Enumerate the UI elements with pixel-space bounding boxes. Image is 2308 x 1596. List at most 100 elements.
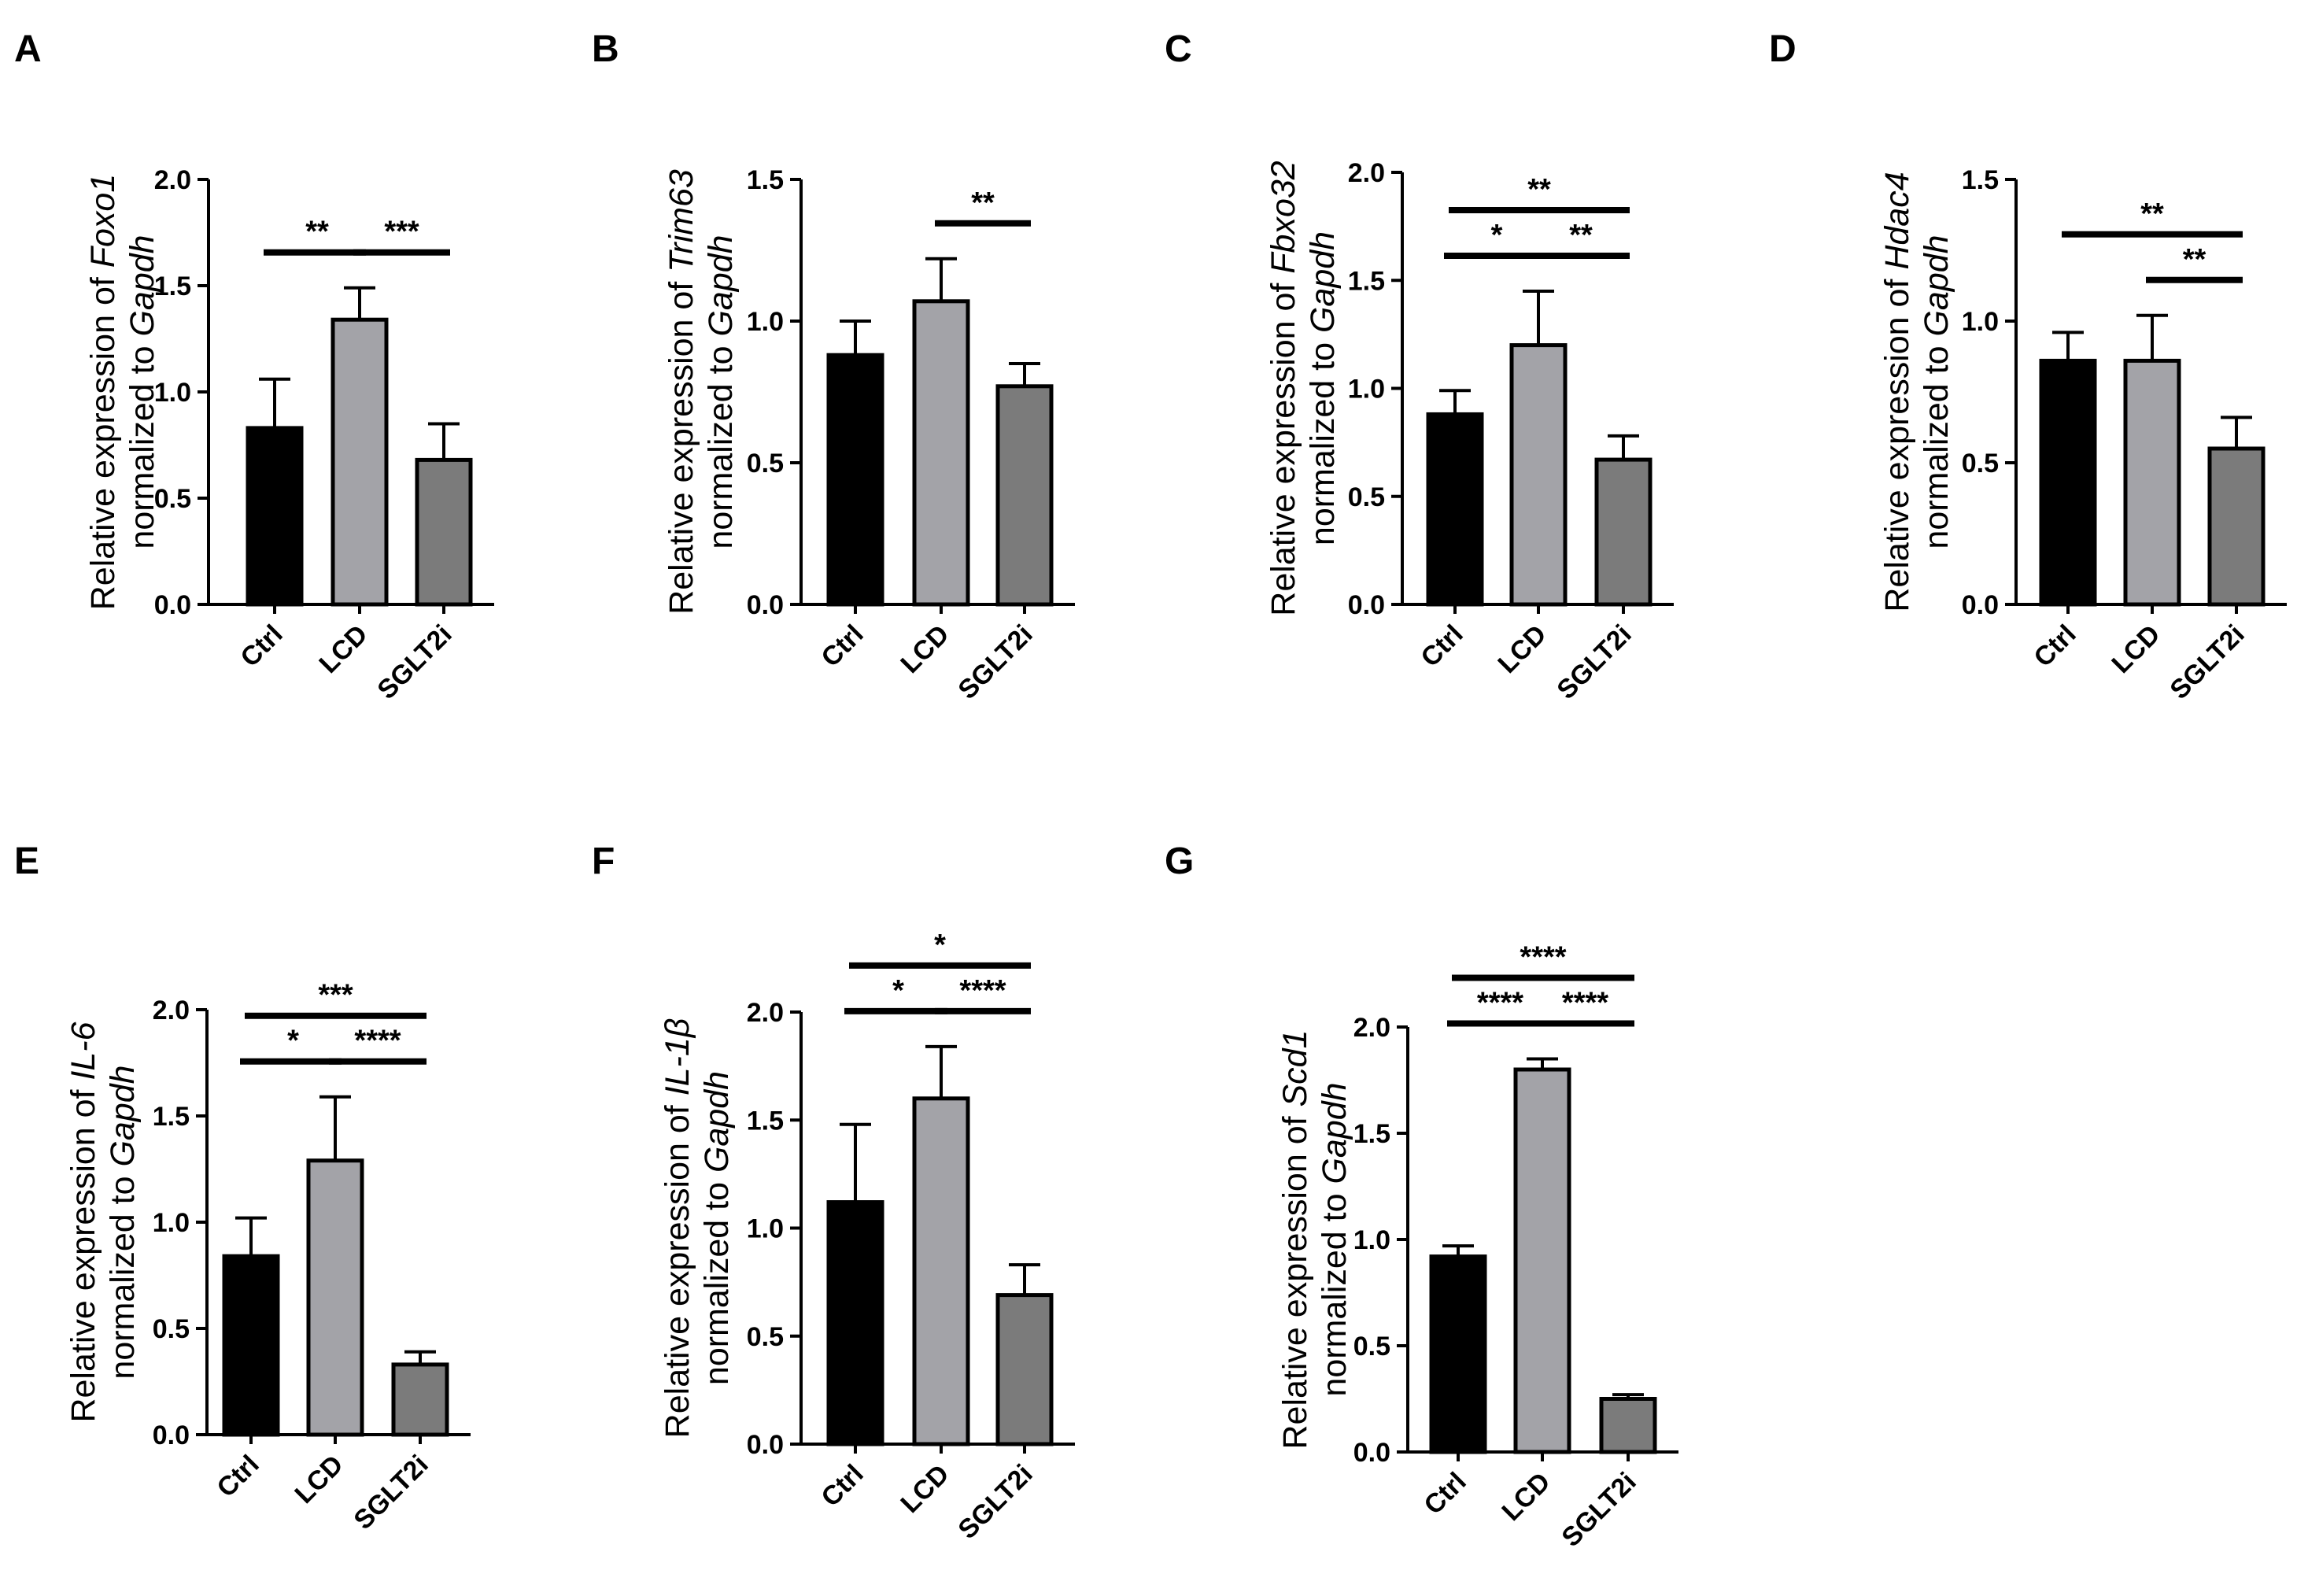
y-axis-title: Relative expression of Fbxo32 normalized … <box>1265 161 1342 616</box>
y-axis-title: Relative expression of Hdac4 normalized t… <box>1878 172 1955 611</box>
y-tick-label: 0.5 <box>1962 449 1999 478</box>
bar-lcd <box>331 317 389 607</box>
y-tick-label: 2.0 <box>153 996 190 1025</box>
category-label: Ctrl <box>815 619 869 673</box>
y-axis-title-ref: Gapdh <box>104 1065 142 1166</box>
bar-sglt2i <box>1594 457 1653 607</box>
category-label: SGLT2i <box>348 1450 434 1535</box>
panel-label: B <box>592 28 619 70</box>
category-label: SGLT2i <box>2164 619 2250 705</box>
bar-sglt2i <box>391 1362 449 1437</box>
y-axis-title-ref: Gapdh <box>1918 235 1955 336</box>
y-tick-label: 1.0 <box>1353 1225 1390 1255</box>
significance-label: *** <box>384 216 419 249</box>
y-axis-title-line2: normalized to <box>702 337 740 549</box>
panel-label: G <box>1165 840 1194 882</box>
category-label: SGLT2i <box>1556 1467 1641 1553</box>
y-tick-label: 1.0 <box>153 1208 190 1238</box>
y-tick-label: 1.5 <box>154 272 191 301</box>
category-label: SGLT2i <box>1551 619 1637 705</box>
bar-ctrl <box>826 1200 884 1446</box>
y-tick-label: 2.0 <box>747 998 784 1028</box>
category-label: Ctrl <box>234 619 288 673</box>
significance-label: ** <box>2140 198 2164 231</box>
y-tick-label: 1.5 <box>1353 1119 1390 1149</box>
y-tick-label: 0.0 <box>153 1421 190 1450</box>
category-label: Ctrl <box>1415 619 1468 673</box>
y-tick-label: 1.0 <box>154 378 191 408</box>
y-tick-label: 0.0 <box>1962 590 1999 620</box>
y-axis-title-gene: Hdac4 <box>1878 172 1916 269</box>
y-tick-label: 0.5 <box>747 1322 784 1352</box>
y-axis-title-ref: Gapdh <box>698 1071 736 1173</box>
y-axis-title-line1: Relative expression of <box>1878 270 1916 612</box>
bar-lcd <box>2123 358 2181 607</box>
significance-label: ** <box>305 216 329 249</box>
y-tick-label: 1.5 <box>1962 165 1999 195</box>
category-label: SGLT2i <box>952 1459 1038 1545</box>
significance-label: ** <box>1569 219 1593 252</box>
category-label: LCD <box>1496 1467 1556 1527</box>
chart-panel-e: E 0.0 0.5 1.0 1.5 2.0 Relative expression of I… <box>14 840 471 1535</box>
y-axis-title: Relative expression of IL-1β normalized t… <box>659 1018 736 1439</box>
y-axis-title-line2: normalized to <box>124 337 161 549</box>
y-axis-title: Relative expression of Foxo1 normalized t… <box>84 174 161 611</box>
category-label: Ctrl <box>2028 619 2081 673</box>
category-label: LCD <box>1492 619 1552 679</box>
bar-lcd <box>912 1096 970 1446</box>
y-tick-label: 0.5 <box>1353 1332 1390 1361</box>
y-axis-title: Relative expression of IL-6 normalized to… <box>65 1022 142 1422</box>
y-tick-label: 1.0 <box>747 1214 784 1244</box>
y-axis-title-gene: Scd1 <box>1276 1029 1314 1106</box>
significance-label: * <box>1491 219 1503 252</box>
significance-label: ** <box>971 187 995 220</box>
y-tick-label: 1.5 <box>747 1106 784 1136</box>
bar-ctrl <box>246 426 304 607</box>
y-axis-title-line1: Relative expression of <box>84 268 122 610</box>
y-axis-title: Relative expression of Trim63 normalized … <box>663 169 740 615</box>
panel-label: C <box>1165 28 1192 70</box>
significance-label: * <box>287 1025 299 1058</box>
category-label: Ctrl <box>815 1459 869 1513</box>
y-axis-title-line2: normalized to <box>698 1173 736 1385</box>
category-label: SGLT2i <box>952 619 1038 705</box>
significance-label: ** <box>1527 173 1551 206</box>
category-label: LCD <box>313 619 373 679</box>
panel-label: D <box>1769 28 1797 70</box>
y-axis-title-gene: Foxo1 <box>84 174 122 268</box>
category-label: LCD <box>289 1450 349 1509</box>
bar-sglt2i <box>995 384 1054 607</box>
y-axis-title-ref: Gapdh <box>702 235 740 336</box>
y-axis-title-gene: Fbxo32 <box>1265 161 1302 274</box>
y-tick-label: 0.0 <box>747 1430 784 1460</box>
y-axis-title-line1: Relative expression of <box>659 1095 696 1438</box>
significance-label: * <box>934 929 946 962</box>
y-axis-title-line1: Relative expression of <box>65 1081 102 1423</box>
y-axis-title: Relative expression of Scd1 normalized to… <box>1276 1029 1353 1449</box>
bar-sglt2i <box>995 1293 1054 1446</box>
y-tick-label: 1.0 <box>1962 307 1999 337</box>
y-tick-label: 0.0 <box>1353 1438 1390 1468</box>
category-label: SGLT2i <box>371 619 457 705</box>
y-axis-title-ref: Gapdh <box>1304 231 1342 333</box>
panel-label: F <box>592 840 615 882</box>
y-tick-label: 0.0 <box>747 590 784 620</box>
bar-sglt2i <box>415 457 473 607</box>
significance-label: **** <box>1520 941 1566 974</box>
bar-ctrl <box>1426 412 1484 607</box>
category-label: LCD <box>895 619 955 679</box>
bar-ctrl <box>222 1254 280 1437</box>
y-axis-title-line2: normalized to <box>1304 333 1342 545</box>
y-axis-title-ref: Gapdh <box>1316 1082 1353 1184</box>
significance-label: ** <box>2183 243 2206 276</box>
bar-sglt2i <box>1599 1397 1657 1454</box>
y-axis-title-gene: IL-1β <box>659 1018 696 1096</box>
significance-label: **** <box>1477 987 1523 1020</box>
bar-ctrl <box>826 353 884 607</box>
y-tick-label: 0.5 <box>747 449 784 478</box>
significance-label: *** <box>318 979 353 1012</box>
bar-lcd <box>912 299 970 607</box>
